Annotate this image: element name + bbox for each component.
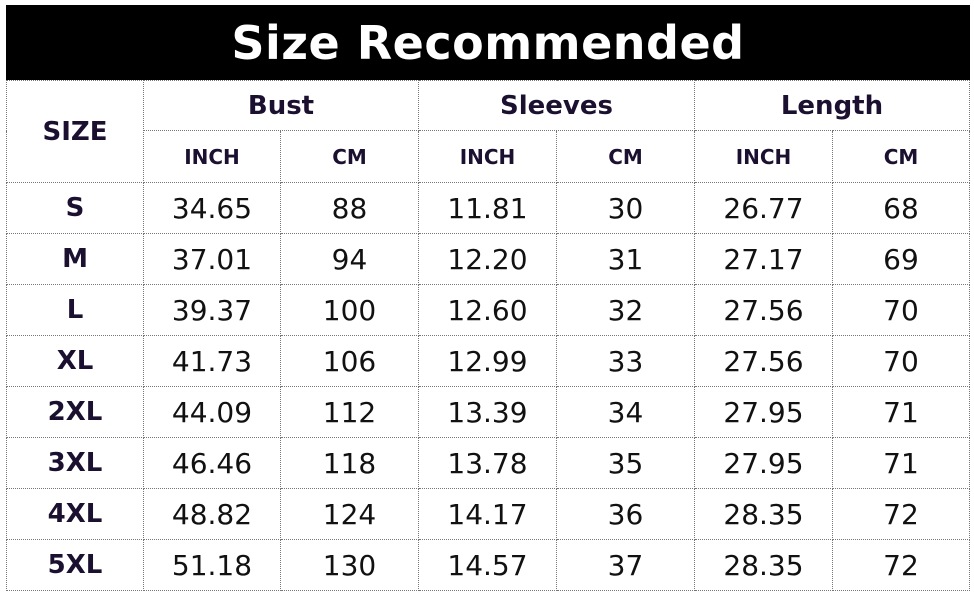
measurement-cell: 118	[280, 437, 419, 489]
measurement-cell: 51.18	[143, 539, 281, 591]
sleeves-header: Sleeves	[418, 80, 695, 131]
measurement-cell: 12.60	[418, 284, 557, 336]
measurement-cell: 27.56	[694, 335, 833, 387]
header-row-groups: SIZE Bust Sleeves Length	[6, 80, 970, 183]
table-row: 3XL 46.46 118 13.78 35 27.95 71	[6, 437, 970, 489]
size-label: 4XL	[6, 488, 144, 540]
table-row: M 37.01 94 12.20 31 27.17 69	[6, 233, 970, 285]
measurement-cell: 34.65	[143, 182, 281, 234]
measurement-cell: 112	[280, 386, 419, 438]
measurement-cell: 94	[280, 233, 419, 285]
size-label: XL	[6, 335, 144, 387]
size-table: SIZE Bust Sleeves Length INCH CM INCH CM…	[6, 80, 970, 591]
measurement-cell: 71	[832, 437, 970, 489]
unit-header: CM	[280, 130, 419, 183]
header-row-units: INCH CM INCH CM INCH CM	[7, 130, 970, 183]
measurement-cell: 34	[556, 386, 695, 438]
measurement-cell: 46.46	[143, 437, 281, 489]
measurement-cell: 44.09	[143, 386, 281, 438]
measurement-cell: 72	[832, 539, 970, 591]
measurement-cell: 14.57	[418, 539, 557, 591]
measurement-cell: 12.99	[418, 335, 557, 387]
measurement-cell: 30	[556, 182, 695, 234]
measurement-cell: 48.82	[143, 488, 281, 540]
measurement-cell: 68	[832, 182, 970, 234]
measurement-cell: 11.81	[418, 182, 557, 234]
size-label: 5XL	[6, 539, 144, 591]
measurement-cell: 13.78	[418, 437, 557, 489]
measurement-cell: 69	[832, 233, 970, 285]
unit-header: INCH	[694, 130, 833, 183]
measurement-cell: 130	[280, 539, 419, 591]
measurement-cell: 37.01	[143, 233, 281, 285]
table-row: XL 41.73 106 12.99 33 27.56 70	[6, 335, 970, 387]
measurement-cell: 37	[556, 539, 695, 591]
size-label: L	[6, 284, 144, 336]
unit-header: CM	[832, 130, 970, 183]
measurement-cell: 71	[832, 386, 970, 438]
measurement-cell: 26.77	[694, 182, 833, 234]
measurement-cell: 124	[280, 488, 419, 540]
page-title: Size Recommended	[6, 5, 970, 80]
size-label: M	[6, 233, 144, 285]
size-label: S	[6, 182, 144, 234]
size-label: 3XL	[6, 437, 144, 489]
length-header: Length	[694, 80, 970, 131]
table-row: 5XL 51.18 130 14.57 37 28.35 72	[6, 539, 970, 591]
measurement-cell: 39.37	[143, 284, 281, 336]
measurement-cell: 70	[832, 335, 970, 387]
measurement-cell: 100	[280, 284, 419, 336]
measurement-cell: 41.73	[143, 335, 281, 387]
table-row: S 34.65 88 11.81 30 26.77 68	[6, 182, 970, 234]
bust-header: Bust	[143, 80, 419, 131]
measurement-cell: 33	[556, 335, 695, 387]
measurement-cell: 36	[556, 488, 695, 540]
table-row: L 39.37 100 12.60 32 27.56 70	[6, 284, 970, 336]
measurement-cell: 31	[556, 233, 695, 285]
measurement-cell: 72	[832, 488, 970, 540]
measurement-cell: 106	[280, 335, 419, 387]
measurement-cell: 13.39	[418, 386, 557, 438]
measurement-cell: 88	[280, 182, 419, 234]
unit-header: CM	[556, 130, 695, 183]
measurement-cell: 27.56	[694, 284, 833, 336]
measurement-cell: 27.95	[694, 437, 833, 489]
unit-header: INCH	[418, 130, 557, 183]
measurement-cell: 27.17	[694, 233, 833, 285]
table-row: 4XL 48.82 124 14.17 36 28.35 72	[6, 488, 970, 540]
size-label: 2XL	[6, 386, 144, 438]
measurement-cell: 70	[832, 284, 970, 336]
unit-header: INCH	[143, 130, 281, 183]
table-row: 2XL 44.09 112 13.39 34 27.95 71	[6, 386, 970, 438]
size-header: SIZE	[6, 80, 144, 183]
measurement-cell: 12.20	[418, 233, 557, 285]
measurement-cell: 35	[556, 437, 695, 489]
measurement-cell: 28.35	[694, 488, 833, 540]
measurement-cell: 14.17	[418, 488, 557, 540]
measurement-cell: 28.35	[694, 539, 833, 591]
measurement-cell: 27.95	[694, 386, 833, 438]
measurement-cell: 32	[556, 284, 695, 336]
